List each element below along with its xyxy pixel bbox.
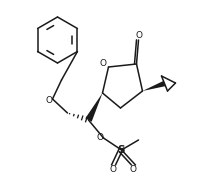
Text: O: O [45,96,52,105]
Text: O: O [96,132,103,141]
Text: O: O [130,165,137,174]
Text: O: O [99,59,106,68]
Text: O: O [110,165,117,174]
Text: O: O [135,31,142,40]
Polygon shape [143,81,165,91]
Text: S: S [118,145,125,155]
Polygon shape [85,93,102,122]
